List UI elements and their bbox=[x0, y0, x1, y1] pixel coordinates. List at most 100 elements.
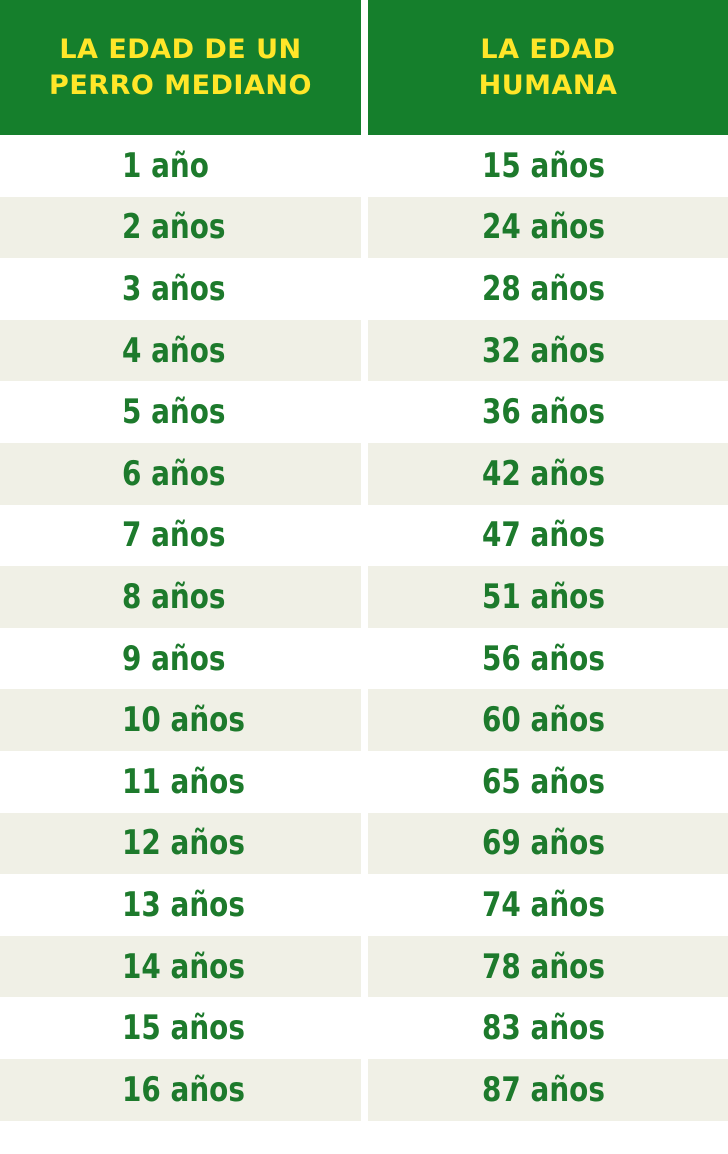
human-age-value: 78 años bbox=[482, 946, 605, 987]
dog-age-value: 11 años bbox=[122, 761, 245, 802]
human-age-value: 56 años bbox=[482, 638, 605, 679]
dog-age-cell: 12 años bbox=[122, 813, 272, 875]
table-row: 15 años 83 años bbox=[0, 997, 728, 1059]
row-background-left bbox=[0, 319, 361, 382]
table-row: 3 años 28 años bbox=[0, 258, 728, 320]
dog-age-cell: 5 años bbox=[122, 381, 248, 443]
dog-age-value: 10 años bbox=[122, 700, 245, 741]
dog-age-cell: 10 años bbox=[122, 689, 272, 751]
human-age-cell: 47 años bbox=[482, 505, 632, 567]
dog-age-value: 6 años bbox=[122, 453, 226, 494]
header-human-age: LA EDAD HUMANA bbox=[368, 0, 728, 135]
table-body: 1 año 15 años 2 años 24 años 3 años 28 años 4 … bbox=[0, 135, 728, 1121]
human-age-cell: 78 años bbox=[482, 936, 632, 998]
table-row: 1 año 15 años bbox=[0, 135, 728, 197]
human-age-value: 74 años bbox=[482, 884, 605, 925]
table-row: 13 años 74 años bbox=[0, 874, 728, 936]
row-background-right bbox=[368, 319, 728, 382]
dog-age-value: 4 años bbox=[122, 330, 226, 371]
human-age-cell: 83 años bbox=[482, 997, 632, 1059]
human-age-value: 15 años bbox=[482, 145, 605, 186]
human-age-value: 83 años bbox=[482, 1008, 605, 1049]
human-age-cell: 74 años bbox=[482, 874, 632, 936]
human-age-value: 28 años bbox=[482, 268, 605, 309]
table-row: 14 años 78 años bbox=[0, 935, 728, 998]
header-divider bbox=[361, 0, 368, 135]
human-age-value: 42 años bbox=[482, 453, 605, 494]
human-age-cell: 24 años bbox=[482, 197, 632, 259]
dog-age-cell: 15 años bbox=[122, 997, 272, 1059]
human-age-cell: 32 años bbox=[482, 320, 632, 382]
dog-age-table: LA EDAD DE UN PERRO MEDIANO LA EDAD HUMA… bbox=[0, 0, 728, 1121]
human-age-cell: 60 años bbox=[482, 689, 632, 751]
table-header-row: LA EDAD DE UN PERRO MEDIANO LA EDAD HUMA… bbox=[0, 0, 728, 135]
dog-age-cell: 7 años bbox=[122, 505, 248, 567]
table-row: 10 años 60 años bbox=[0, 689, 728, 751]
row-background-right bbox=[368, 442, 728, 505]
table-row: 7 años 47 años bbox=[0, 505, 728, 567]
header-dog-age: LA EDAD DE UN PERRO MEDIANO bbox=[0, 0, 361, 135]
row-background-left bbox=[0, 196, 361, 259]
dog-age-value: 15 años bbox=[122, 1008, 245, 1049]
row-background-left bbox=[0, 442, 361, 505]
row-background-right bbox=[368, 689, 728, 751]
row-background-right bbox=[368, 935, 728, 998]
dog-age-cell: 4 años bbox=[122, 320, 248, 382]
human-age-value: 51 años bbox=[482, 576, 605, 617]
dog-age-value: 14 años bbox=[122, 946, 245, 987]
human-age-cell: 56 años bbox=[482, 628, 632, 690]
dog-age-value: 2 años bbox=[122, 207, 226, 248]
human-age-cell: 65 años bbox=[482, 751, 632, 813]
dog-age-value: 8 años bbox=[122, 576, 226, 617]
table-row: 8 años 51 años bbox=[0, 566, 728, 628]
dog-age-value: 9 años bbox=[122, 638, 226, 679]
row-background-right bbox=[368, 566, 728, 628]
dog-age-value: 5 años bbox=[122, 392, 226, 433]
human-age-cell: 87 años bbox=[482, 1059, 632, 1121]
human-age-cell: 69 años bbox=[482, 813, 632, 875]
human-age-value: 24 años bbox=[482, 207, 605, 248]
row-background-right bbox=[368, 812, 728, 875]
dog-age-value: 16 años bbox=[122, 1069, 245, 1110]
table-row: 11 años 65 años bbox=[0, 751, 728, 813]
row-background-left bbox=[0, 689, 361, 751]
table-row: 16 años 87 años bbox=[0, 1058, 728, 1121]
table-row: 9 años 56 años bbox=[0, 628, 728, 690]
table-row: 4 años 32 años bbox=[0, 319, 728, 382]
dog-age-value: 1 año bbox=[122, 145, 209, 186]
human-age-value: 87 años bbox=[482, 1069, 605, 1110]
row-background-right bbox=[368, 196, 728, 259]
table-row: 12 años 69 años bbox=[0, 812, 728, 875]
dog-age-cell: 2 años bbox=[122, 197, 248, 259]
dog-age-cell: 1 año bbox=[122, 135, 228, 197]
row-background-left bbox=[0, 566, 361, 628]
table-row: 6 años 42 años bbox=[0, 442, 728, 505]
human-age-value: 36 años bbox=[482, 392, 605, 433]
row-background-right bbox=[368, 1058, 728, 1121]
human-age-value: 32 años bbox=[482, 330, 605, 371]
dog-age-value: 12 años bbox=[122, 823, 245, 864]
human-age-value: 69 años bbox=[482, 823, 605, 864]
row-background-left bbox=[0, 1058, 361, 1121]
human-age-value: 60 años bbox=[482, 700, 605, 741]
dog-age-cell: 8 años bbox=[122, 566, 248, 628]
dog-age-cell: 6 años bbox=[122, 443, 248, 505]
dog-age-cell: 16 años bbox=[122, 1059, 272, 1121]
human-age-cell: 51 años bbox=[482, 566, 632, 628]
dog-age-cell: 11 años bbox=[122, 751, 272, 813]
dog-age-value: 13 años bbox=[122, 884, 245, 925]
dog-age-cell: 13 años bbox=[122, 874, 272, 936]
row-background-left bbox=[0, 935, 361, 998]
row-background-left bbox=[0, 812, 361, 875]
human-age-value: 47 años bbox=[482, 515, 605, 556]
table-row: 2 años 24 años bbox=[0, 196, 728, 259]
dog-age-value: 3 años bbox=[122, 268, 226, 309]
human-age-cell: 28 años bbox=[482, 258, 632, 320]
table-row: 5 años 36 años bbox=[0, 381, 728, 443]
human-age-value: 65 años bbox=[482, 761, 605, 802]
dog-age-value: 7 años bbox=[122, 515, 226, 556]
human-age-cell: 42 años bbox=[482, 443, 632, 505]
dog-age-cell: 3 años bbox=[122, 258, 248, 320]
dog-age-cell: 9 años bbox=[122, 628, 248, 690]
dog-age-cell: 14 años bbox=[122, 936, 272, 998]
